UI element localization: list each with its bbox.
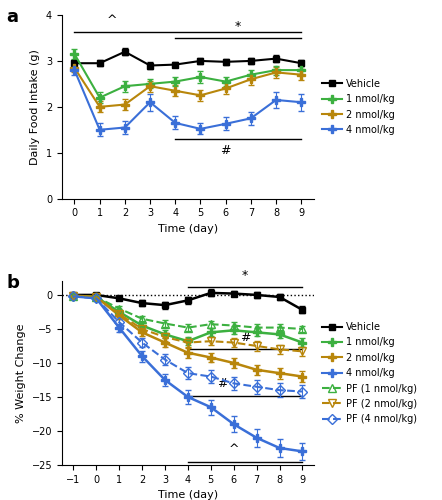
X-axis label: Time (day): Time (day) (158, 224, 218, 234)
Y-axis label: Daily Food Intake (g): Daily Food Intake (g) (30, 49, 40, 165)
Text: *: * (242, 268, 248, 281)
Text: #: # (240, 331, 251, 344)
Y-axis label: % Weight Change: % Weight Change (16, 324, 26, 423)
Text: ^: ^ (229, 444, 239, 456)
X-axis label: Time (day): Time (day) (158, 490, 218, 500)
Text: #: # (221, 144, 231, 157)
Text: ^: ^ (107, 14, 118, 28)
Text: b: b (7, 274, 19, 292)
Legend: Vehicle, 1 nmol/kg, 2 nmol/kg, 4 nmol/kg, PF (1 nmol/kg), PF (2 nmol/kg), PF (4 : Vehicle, 1 nmol/kg, 2 nmol/kg, 4 nmol/kg… (322, 322, 417, 424)
Text: a: a (7, 8, 19, 26)
Legend: Vehicle, 1 nmol/kg, 2 nmol/kg, 4 nmol/kg: Vehicle, 1 nmol/kg, 2 nmol/kg, 4 nmol/kg (322, 79, 394, 135)
Text: *: * (235, 20, 241, 33)
Text: #: # (217, 378, 228, 390)
